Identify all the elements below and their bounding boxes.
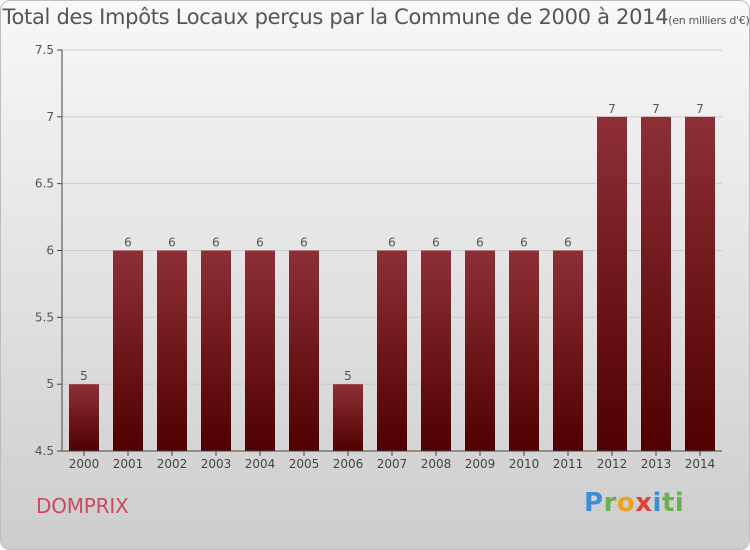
bars-group [69,116,715,451]
data-label: 6 [256,236,264,250]
x-tick-label: 2001 [113,457,144,471]
bar [421,250,451,451]
x-tick-label: 2003 [201,457,232,471]
data-label: 5 [80,369,88,383]
y-tick-label: 7.5 [35,43,54,57]
labels-group: 4.5 5 5.5 6 6.5 7 7.5 5 2000 6 2001 6 2002 6 2003 6 2004… [35,43,715,471]
x-tick-label: 2005 [289,457,320,471]
bar [157,250,187,451]
bar [69,384,99,451]
bar [113,250,143,451]
bar [201,250,231,451]
x-tick-label: 2014 [685,457,716,471]
bar [333,384,363,451]
bar [465,250,495,451]
data-label: 5 [344,369,352,383]
bar [685,116,715,451]
x-tick-label: 2002 [157,457,188,471]
bar [553,250,583,451]
x-tick-label: 2009 [465,457,496,471]
axes-group [57,49,722,456]
data-label: 6 [168,236,176,250]
data-label: 7 [608,102,616,116]
proxiti-logo: Proxiti [584,488,685,518]
data-label: 7 [696,102,704,116]
data-label: 6 [212,236,220,250]
y-tick-label: 4.5 [35,444,54,458]
data-label: 6 [388,236,396,250]
y-tick-label: 5 [46,377,54,391]
x-tick-label: 2007 [377,457,408,471]
commune-name: DOMPRIX [36,494,129,518]
title-text: Total des Impôts Locaux perçus par la Co… [2,5,669,29]
x-tick-label: 2010 [509,457,540,471]
bar [509,250,539,451]
data-label: 7 [652,102,660,116]
data-label: 6 [520,236,528,250]
bar [245,250,275,451]
x-tick-label: 2006 [333,457,364,471]
x-tick-label: 2012 [597,457,628,471]
data-label: 6 [300,236,308,250]
y-tick-label: 6 [46,244,54,258]
bar [377,250,407,451]
bar [289,250,319,451]
chart-title: Total des Impôts Locaux perçus par la Co… [1,5,750,29]
data-label: 6 [564,236,572,250]
data-label: 6 [432,236,440,250]
data-label: 6 [476,236,484,250]
x-tick-label: 2004 [245,457,276,471]
y-tick-label: 5.5 [35,310,54,324]
x-tick-label: 2013 [641,457,672,471]
x-tick-label: 2000 [69,457,100,471]
title-unit: (en milliers d'€) [668,14,750,27]
y-tick-label: 6.5 [35,177,54,191]
bar [597,116,627,451]
x-tick-label: 2011 [553,457,584,471]
bar [641,116,671,451]
data-label: 6 [124,236,132,250]
y-tick-label: 7 [46,110,54,124]
x-tick-label: 2008 [421,457,452,471]
